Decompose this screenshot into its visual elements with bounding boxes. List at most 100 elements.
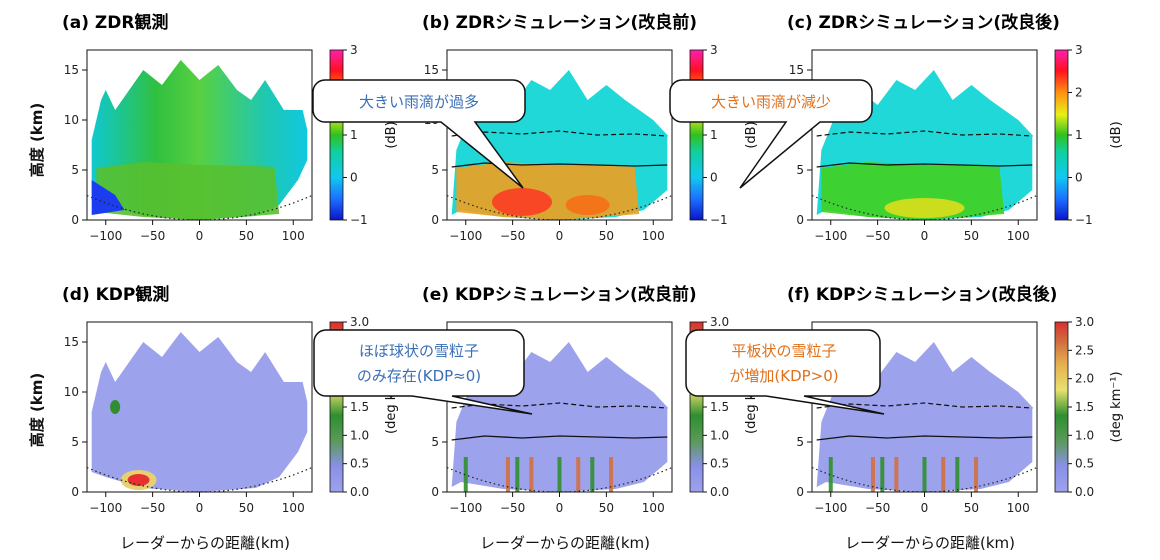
panel-e-xtick-label: −100: [449, 501, 482, 515]
panel-d-xtick-label: −50: [140, 501, 165, 515]
panel-b-colorbar: [689, 49, 704, 221]
callout-2-line-1: 大きい雨滴が減少: [711, 93, 831, 111]
panel-a-cbtick-label: 1: [350, 128, 358, 142]
callout-4-line-1: 平板状の雪粒子: [731, 342, 836, 360]
callout-4: 平板状の雪粒子 が増加(KDP>0): [685, 329, 885, 415]
callout-2: 大きい雨滴が減少: [669, 79, 873, 189]
panel-b-xtick-label: 50: [599, 229, 614, 243]
panel-b-title: (b) ZDRシミュレーション(改良前): [422, 12, 697, 33]
panel-b-dashed-line: [451, 130, 668, 137]
y-axis-label-bottom: 高度 (km): [28, 373, 46, 448]
panel-a-blue-region: [91, 180, 125, 215]
panel-f-cbtick-label: 0.0: [1075, 485, 1094, 499]
panel-a-ytick-label: 15: [64, 63, 79, 77]
x-axis-label-c: レーダーからの距離(km): [845, 534, 1015, 552]
panel-c-cbtick-label: 0: [1075, 171, 1083, 185]
panel-e-title: (e) KDPシミュレーション(改良前): [422, 284, 697, 305]
panel-a-xtick-label: 0: [196, 229, 204, 243]
panel-a-xtick-label: −50: [140, 229, 165, 243]
panel-a-cbtick-label: −1: [350, 213, 368, 227]
panel-c-xtick-label: 0: [921, 229, 929, 243]
panel-a-cbtick-label: 3: [350, 43, 358, 57]
panel-f-cbtick-label: 2.5: [1075, 343, 1094, 357]
panel-a-colorbar-label: (dB): [384, 121, 399, 148]
panel-f-core-4: [922, 457, 927, 492]
panel-b-xtick-label: 0: [556, 229, 564, 243]
panel-e-cbtick-label: 3.0: [710, 315, 729, 329]
panel-e-cbtick-label: 0.5: [710, 457, 729, 471]
panel-f-core-0: [828, 457, 833, 492]
panel-a-rain-layer: [96, 162, 280, 220]
callout-3-line-1: ほぼ球状の雪粒子: [359, 342, 479, 360]
panel-c-xtick-label: 50: [964, 229, 979, 243]
x-axis-label-a: レーダーからの距離(km): [120, 534, 290, 552]
panel-a-ytick-label: 10: [64, 113, 79, 127]
panel-c-colorbar: [1054, 49, 1069, 221]
panel-f-cbtick-label: 3.0: [1075, 315, 1094, 329]
panel-b-cbtick-label: 1: [710, 128, 718, 142]
panel-c-colorbar-label: (dB): [1109, 121, 1124, 148]
panel-f-cbtick-label: 1.5: [1075, 400, 1094, 414]
panel-d-ytick-label: 5: [71, 435, 79, 449]
panel-b-ytick-label: 0: [431, 213, 439, 227]
panel-b-ytick-label: 15: [424, 63, 439, 77]
x-axis-label-b: レーダーからの距離(km): [480, 534, 650, 552]
panel-c-yellow-core: [884, 198, 965, 218]
panel-a-xtick-label: −100: [89, 229, 122, 243]
panel-e-melting-line: [451, 435, 668, 441]
panel-f-cbtick-label: 2.0: [1075, 372, 1094, 386]
callout-1-line-1: 大きい雨滴が過多: [359, 93, 479, 111]
panel-e-core-4: [557, 457, 562, 492]
panel-d-core-inner: [127, 474, 150, 486]
panel-b-cbtick-label: 0: [710, 171, 718, 185]
panel-e-core-5: [576, 457, 581, 492]
panel-f: (f) KDPシミュレーション(改良後)−100−500501000510150…: [787, 284, 1124, 515]
panel-e-xtick-label: 50: [599, 501, 614, 515]
panel-f-xtick-label: −50: [865, 501, 890, 515]
y-axis-label-top: 高度 (km): [28, 103, 46, 178]
callout-4-line-2: が増加(KDP>0): [729, 367, 838, 385]
panel-c-xtick-label: −100: [814, 229, 847, 243]
panel-d-cbtick-label: 0.0: [350, 485, 369, 499]
panel-d-xtick-label: 100: [282, 501, 305, 515]
panel-b-large-drops: [492, 188, 552, 216]
panel-f-core-3: [894, 457, 899, 492]
panel-d-field: [91, 332, 308, 492]
panel-d-cbtick-label: 0.5: [350, 457, 369, 471]
panel-f-cbtick-label: 1.0: [1075, 428, 1094, 442]
panel-e-core-1: [505, 457, 510, 492]
panel-e-cbtick-label: 0.0: [710, 485, 729, 499]
panel-d-xtick-label: −100: [89, 501, 122, 515]
panel-f-core-6: [955, 457, 960, 492]
panel-f-dashed-line: [816, 402, 1033, 409]
callout-1: 大きい雨滴が過多: [312, 79, 526, 189]
panel-a-colorbar: [329, 49, 344, 221]
callout-3: ほぼ球状の雪粒子 のみ存在(KDP≈0): [313, 329, 533, 415]
panel-c-ytick-label: 0: [796, 213, 804, 227]
panel-d-ytick-label: 0: [71, 485, 79, 499]
panel-a-ytick-label: 5: [71, 163, 79, 177]
panel-d-title: (d) KDP観測: [62, 284, 169, 305]
panel-e-cbtick-label: 1.0: [710, 428, 729, 442]
panel-e-core-0: [463, 457, 468, 492]
panel-f-melting-line: [816, 435, 1033, 441]
panel-f-ytick-label: 5: [796, 435, 804, 449]
panel-f-core-2: [880, 457, 885, 492]
panel-e-cbtick-label: 1.5: [710, 400, 729, 414]
panel-e-ytick-label: 0: [431, 485, 439, 499]
panel-c-cbtick-label: 3: [1075, 43, 1083, 57]
panel-f-ytick-label: 0: [796, 485, 804, 499]
panel-a-ytick-label: 0: [71, 213, 79, 227]
panel-c-cbtick-label: 2: [1075, 86, 1083, 100]
panel-c-ytick-label: 5: [796, 163, 804, 177]
panel-f-xtick-label: 50: [964, 501, 979, 515]
panel-c-cbtick-label: −1: [1075, 213, 1093, 227]
panel-c-xtick-label: −50: [865, 229, 890, 243]
panel-c-ytick-label: 15: [789, 63, 804, 77]
panel-b-cbtick-label: −1: [710, 213, 728, 227]
panel-c-cbtick-label: 1: [1075, 128, 1083, 142]
panel-f-xtick-label: 100: [1007, 501, 1030, 515]
panel-d-xtick-label: 50: [239, 501, 254, 515]
panel-e-xtick-label: −50: [500, 501, 525, 515]
